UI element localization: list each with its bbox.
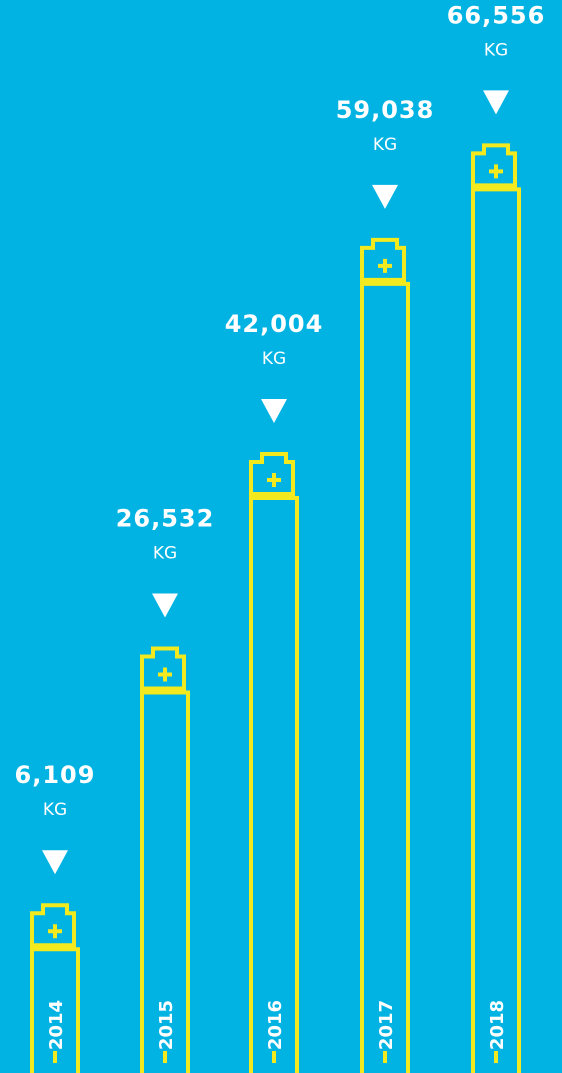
year-label: 2015	[156, 1000, 177, 1050]
plus-sign	[267, 473, 281, 488]
value-label: 6,109	[15, 761, 96, 789]
year-label: 2016	[265, 1000, 286, 1050]
unit-label: KG	[373, 135, 397, 155]
pointer-triangle	[152, 593, 178, 618]
plus-sign	[48, 924, 62, 939]
pointer-triangle	[372, 184, 398, 209]
unit-label: KG	[262, 349, 286, 369]
pointer-triangle	[261, 399, 287, 424]
unit-label: KG	[153, 543, 177, 563]
plus-sign	[378, 258, 392, 273]
value-label: 59,038	[336, 96, 435, 124]
unit-label: KG	[43, 800, 67, 820]
battery-shape	[360, 237, 410, 1073]
plus-sign	[489, 164, 503, 179]
battery	[360, 237, 410, 1073]
battery	[471, 143, 521, 1073]
pointer-triangle	[42, 850, 68, 875]
battery	[249, 452, 299, 1073]
battery	[30, 903, 80, 1073]
battery-shape	[249, 452, 299, 1073]
unit-label: KG	[484, 40, 508, 60]
battery-shape	[30, 903, 80, 1073]
value-label: 42,004	[225, 310, 324, 338]
year-label: 2017	[376, 1000, 397, 1050]
battery-shape	[471, 143, 521, 1073]
battery-shape	[140, 646, 190, 1073]
pointer-triangle	[483, 90, 509, 115]
battery	[140, 646, 190, 1073]
plus-sign	[158, 667, 172, 682]
year-label: 2014	[46, 1000, 67, 1050]
value-label: 26,532	[116, 504, 215, 532]
year-label: 2018	[487, 1000, 508, 1050]
value-label: 66,556	[447, 1, 546, 29]
